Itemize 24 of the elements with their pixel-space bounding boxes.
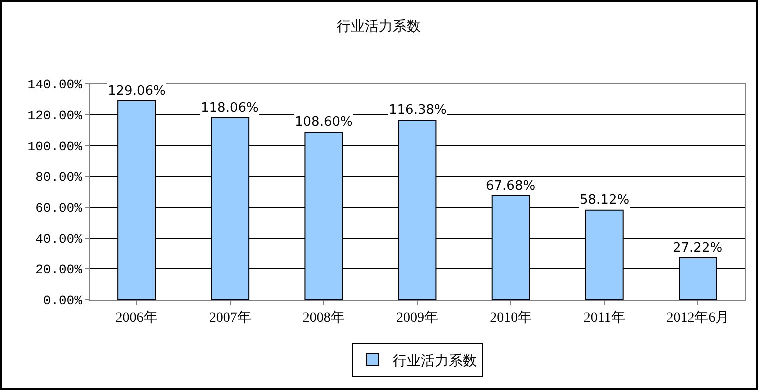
data-label: 27.22% — [673, 241, 723, 256]
chart-title: 行业活力系数 — [337, 19, 421, 36]
data-label: 116.38% — [389, 103, 447, 118]
data-label: 67.68% — [486, 179, 536, 194]
x-tick-label: 2008年 — [302, 310, 345, 326]
x-tick-label: 2006年 — [116, 310, 158, 326]
data-label: 58.12% — [580, 193, 630, 208]
data-label: 118.06% — [201, 101, 259, 116]
y-tick-label: 100.00% — [28, 139, 83, 154]
legend-label: 行业活力系数 — [393, 353, 477, 370]
y-tick-label: 0.00% — [43, 294, 83, 309]
data-label: 108.60% — [295, 115, 353, 130]
y-tick-label: 80.00% — [36, 170, 83, 186]
y-tick-label: 140.00% — [28, 78, 83, 93]
x-tick-label: 2007年 — [209, 310, 252, 326]
y-tick-label: 40.00% — [36, 232, 83, 247]
x-tick-label: 2010年 — [490, 310, 532, 326]
y-tick-label: 60.00% — [36, 200, 83, 216]
x-tick-label: 2009年 — [396, 310, 438, 326]
y-tick-label: 120.00% — [28, 108, 83, 124]
x-tick-label: 2011年 — [584, 310, 626, 326]
data-label: 129.06% — [108, 84, 166, 99]
x-tick-label: 2012年6月 — [666, 310, 730, 326]
y-tick-label: 20.00% — [36, 262, 83, 278]
